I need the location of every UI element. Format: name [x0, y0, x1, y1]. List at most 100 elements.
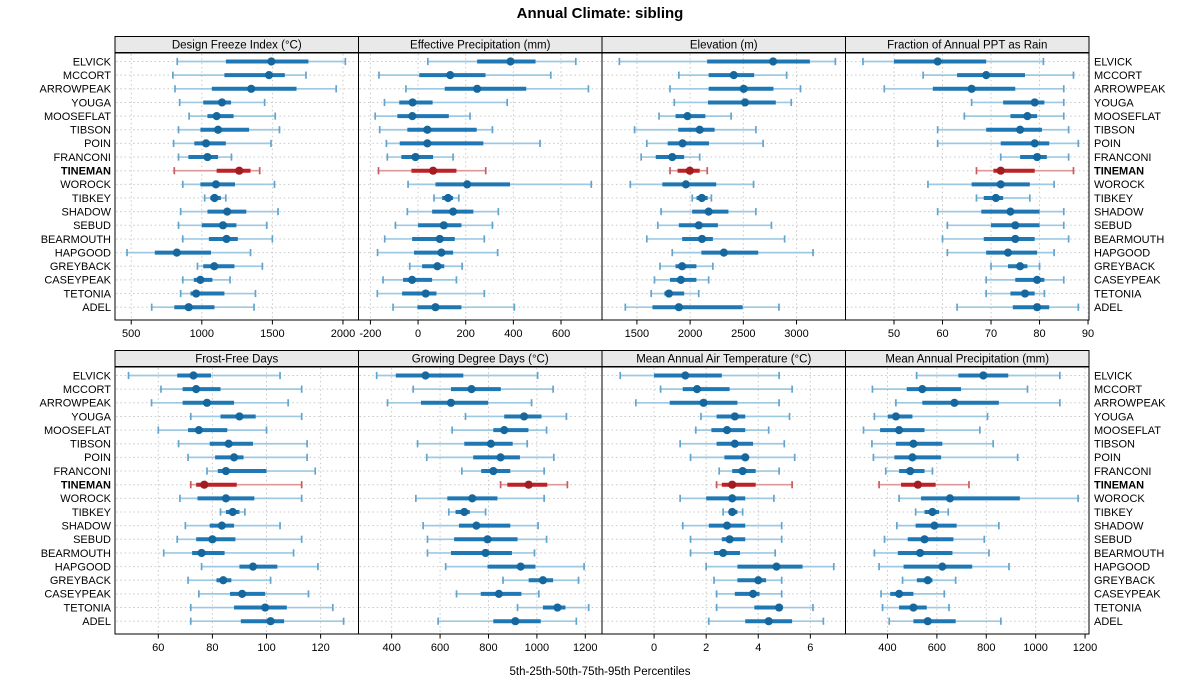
interval-row-greyback — [901, 576, 957, 585]
panel-body — [358, 366, 603, 635]
station-label-right: MCCORT — [1094, 70, 1142, 82]
interval-row-poin — [425, 453, 555, 462]
interval-row-tetonia — [189, 603, 334, 612]
station-label-left: POIN — [84, 452, 111, 464]
interval-row-caseypeak — [653, 275, 710, 284]
median-dot — [891, 412, 900, 421]
station-label-right: SEBUD — [1094, 534, 1132, 546]
median-dot — [473, 84, 482, 93]
interval-row-mccort — [172, 71, 307, 80]
panel-band-bottom: Frost-Free Days 60 80 100 120 Growing Degree … — [0, 350, 1200, 664]
median-dot — [996, 166, 1005, 175]
interval-row-poin — [645, 139, 764, 148]
interval-row-adel — [150, 303, 255, 312]
interval-row-franconi — [640, 152, 701, 162]
interval-row-youga — [700, 412, 791, 421]
interval-row-mooseflat — [157, 426, 268, 435]
interval-row-tibson — [177, 439, 308, 448]
interval-row-youga — [383, 98, 509, 107]
median-dot — [223, 207, 232, 216]
median-dot — [894, 589, 904, 598]
station-label-right: HAPGOOD — [1094, 561, 1150, 573]
interval-row-mooseflat — [374, 112, 471, 121]
median-dot — [538, 576, 548, 585]
station-label-right: WOROCK — [1094, 493, 1145, 505]
interval-row-greyback — [659, 262, 714, 271]
median-dot — [428, 166, 438, 175]
station-label-right: MCCORT — [1094, 384, 1142, 396]
station-label-left: FRANCONI — [54, 466, 111, 478]
station-label-left: SEBUD — [73, 220, 111, 232]
median-dot — [894, 426, 904, 435]
station-label-right: MOOSEFLAT — [1094, 111, 1161, 123]
tick-label: 90 — [1082, 328, 1094, 340]
median-dot — [681, 180, 690, 189]
median-dot — [203, 152, 212, 162]
median-dot — [695, 125, 704, 134]
axis-caption: 5th-25th-50th-75th-95th Percentiles — [509, 666, 691, 678]
interval-row-sebud — [689, 535, 783, 544]
station-label-left: HAPGOOD — [55, 561, 111, 573]
median-dot — [769, 57, 778, 66]
median-dot — [511, 617, 520, 626]
median-dot — [486, 439, 496, 448]
tick-label: 2500 — [731, 328, 755, 340]
interval-row-youga — [673, 98, 793, 107]
median-dot — [235, 412, 244, 421]
median-dot — [247, 84, 256, 93]
median-dot — [519, 412, 529, 421]
interval-row-worock — [179, 494, 303, 503]
station-label-left: SHADOW — [62, 206, 112, 218]
station-label-right: ELVICK — [1094, 370, 1133, 382]
interval-row-elvick — [915, 371, 1061, 380]
station-label-left: TETONIA — [64, 288, 112, 300]
median-dot — [235, 166, 244, 175]
median-dot — [217, 521, 226, 530]
station-label-left: MOOSEFLAT — [44, 111, 111, 123]
median-dot — [267, 57, 276, 66]
median-dot — [483, 535, 492, 544]
station-label-left: TIBKEY — [72, 507, 112, 519]
panel-title: Elevation (m) — [690, 40, 758, 52]
station-label-left: TIBSON — [70, 439, 111, 451]
interval-row-elvick — [375, 371, 539, 380]
station-label-left: TIBKEY — [72, 193, 112, 205]
interval-row-caseypeak — [985, 275, 1065, 284]
interval-row-mccort — [922, 71, 1075, 80]
median-dot — [194, 426, 203, 435]
median-dot — [229, 453, 239, 462]
tick-label: 4 — [755, 642, 761, 654]
station-label-right: FRANCONI — [1094, 466, 1151, 478]
interval-row-worock — [679, 494, 775, 503]
interval-row-shadow — [936, 207, 1065, 216]
median-dot — [774, 603, 784, 612]
interval-row-tineman — [975, 166, 1075, 175]
interval-row-sebud — [883, 535, 986, 544]
interval-row-franconi — [177, 152, 233, 162]
station-label-left: YOUGA — [71, 411, 111, 423]
median-dot — [1016, 125, 1025, 134]
median-dot — [754, 576, 763, 585]
interval-row-tibson — [378, 125, 494, 134]
interval-row-adel — [956, 303, 1080, 312]
station-label-right: POIN — [1094, 452, 1121, 464]
interval-row-tibkey — [219, 507, 246, 517]
interval-row-youga — [178, 98, 266, 107]
interval-row-worock — [927, 180, 1055, 189]
median-dot — [222, 234, 231, 244]
median-dot — [728, 494, 737, 503]
interval-row-poin — [689, 453, 796, 462]
interval-row-franconi — [718, 466, 780, 476]
station-label-left: MCCORT — [63, 70, 111, 82]
median-dot — [238, 589, 247, 598]
tick-label: 600 — [431, 642, 449, 654]
interval-row-adel — [189, 617, 345, 626]
median-dot — [1032, 152, 1042, 162]
interval-row-adel — [707, 617, 825, 626]
interval-row-tetonia — [650, 289, 700, 298]
tick-label: 1000 — [190, 328, 214, 340]
median-dot — [933, 57, 942, 66]
tick-label: 600 — [928, 642, 946, 654]
median-dot — [189, 371, 198, 380]
